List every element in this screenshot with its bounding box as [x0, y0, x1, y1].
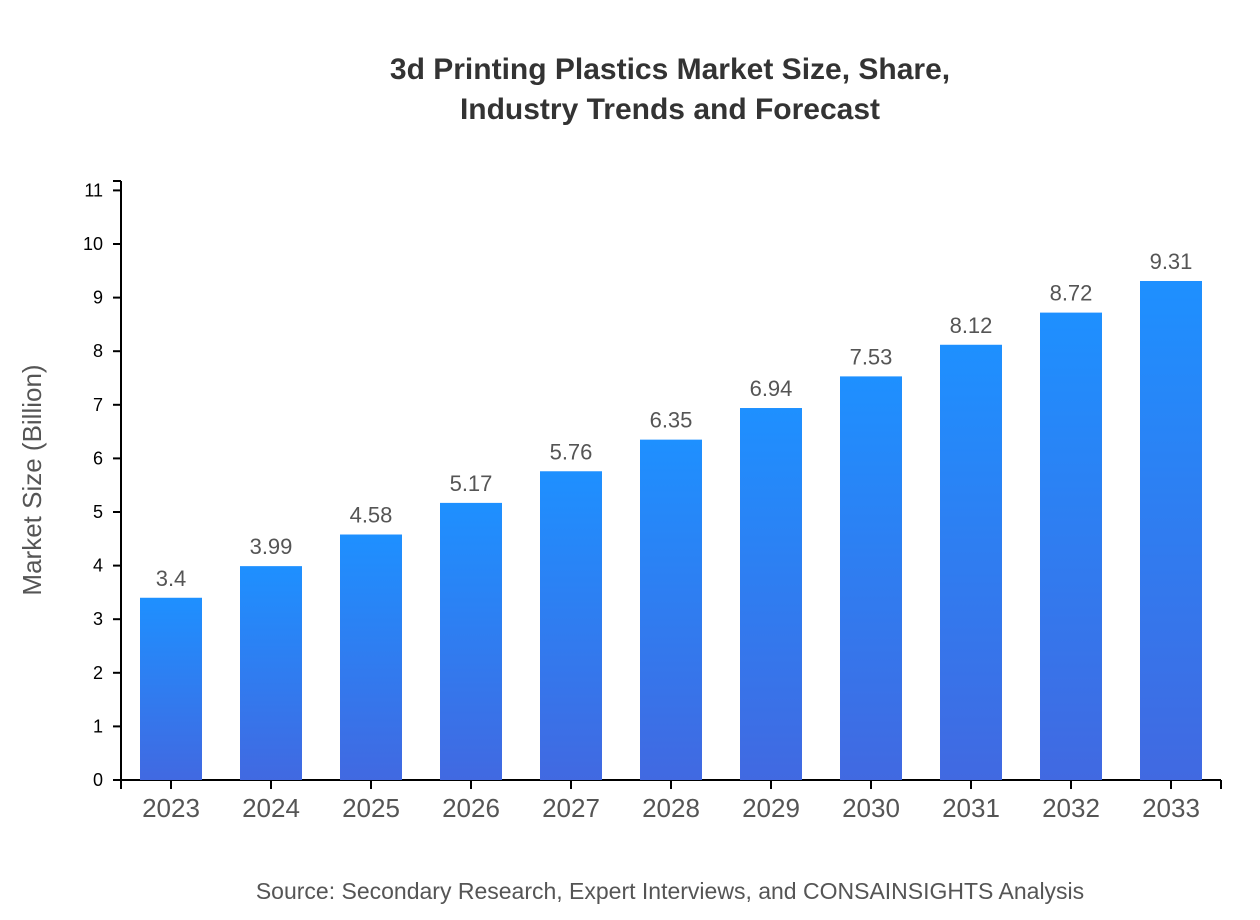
y-tick-label: 8 — [93, 341, 103, 361]
bar-2027 — [540, 471, 602, 780]
source-note: Source: Secondary Research, Expert Inter… — [255, 878, 1085, 904]
y-tick-label: 4 — [93, 556, 103, 576]
data-label-2032: 8.72 — [1050, 281, 1093, 306]
bar-2033 — [1140, 280, 1202, 780]
chart-title: 3d Printing Plastics Market Size, Share,… — [0, 50, 1260, 130]
data-label-2031: 8.12 — [950, 313, 993, 338]
x-tick-label-2026: 2026 — [442, 793, 500, 823]
x-tick-label-2033: 2033 — [1142, 793, 1200, 823]
y-tick-label: 1 — [93, 716, 103, 736]
bar-2029 — [740, 408, 802, 780]
bar-2026 — [440, 502, 502, 780]
y-tick-label: 5 — [93, 502, 103, 522]
bar-2024 — [240, 566, 302, 780]
data-label-2027: 5.76 — [550, 439, 593, 464]
y-tick-label: 3 — [93, 609, 103, 629]
chart-title-line-1: 3d Printing Plastics Market Size, Share, — [389, 53, 951, 86]
bar-2025 — [340, 534, 402, 780]
x-tick-label-2031: 2031 — [942, 793, 1000, 823]
y-tick-label: 2 — [93, 663, 103, 683]
data-label-2023: 3.4 — [156, 566, 187, 591]
bar-2023 — [140, 597, 202, 780]
x-tick-label-2023: 2023 — [142, 793, 200, 823]
x-tick-label-2024: 2024 — [242, 793, 300, 823]
x-tick-label-2025: 2025 — [342, 793, 400, 823]
y-tick-label: 0 — [93, 770, 103, 790]
x-tick-label-2029: 2029 — [742, 793, 800, 823]
y-tick-label: 10 — [83, 234, 103, 254]
data-label-2030: 7.53 — [850, 344, 893, 369]
data-label-2024: 3.99 — [250, 534, 293, 559]
y-tick-label: 9 — [93, 288, 103, 308]
data-label-2025: 4.58 — [350, 503, 393, 528]
bar-2032 — [1040, 312, 1102, 780]
y-tick-label: 11 — [84, 180, 103, 200]
x-tick-label-2027: 2027 — [542, 793, 600, 823]
bar-2031 — [940, 344, 1002, 780]
data-label-2026: 5.17 — [450, 471, 493, 496]
x-tick-label-2032: 2032 — [1042, 793, 1100, 823]
y-tick-label: 6 — [93, 448, 103, 468]
data-label-2029: 6.94 — [750, 376, 793, 401]
bar-2030 — [840, 376, 902, 780]
bar-2028 — [640, 439, 702, 780]
x-tick-label-2028: 2028 — [642, 793, 700, 823]
chart-title-line-2: Industry Trends and Forecast — [459, 93, 881, 126]
y-tick-label: 7 — [93, 395, 103, 415]
y-axis-label: Market Size (Billion) — [17, 364, 47, 595]
data-label-2028: 6.35 — [650, 408, 693, 433]
x-tick-label-2030: 2030 — [842, 793, 900, 823]
data-label-2033: 9.31 — [1150, 249, 1193, 274]
